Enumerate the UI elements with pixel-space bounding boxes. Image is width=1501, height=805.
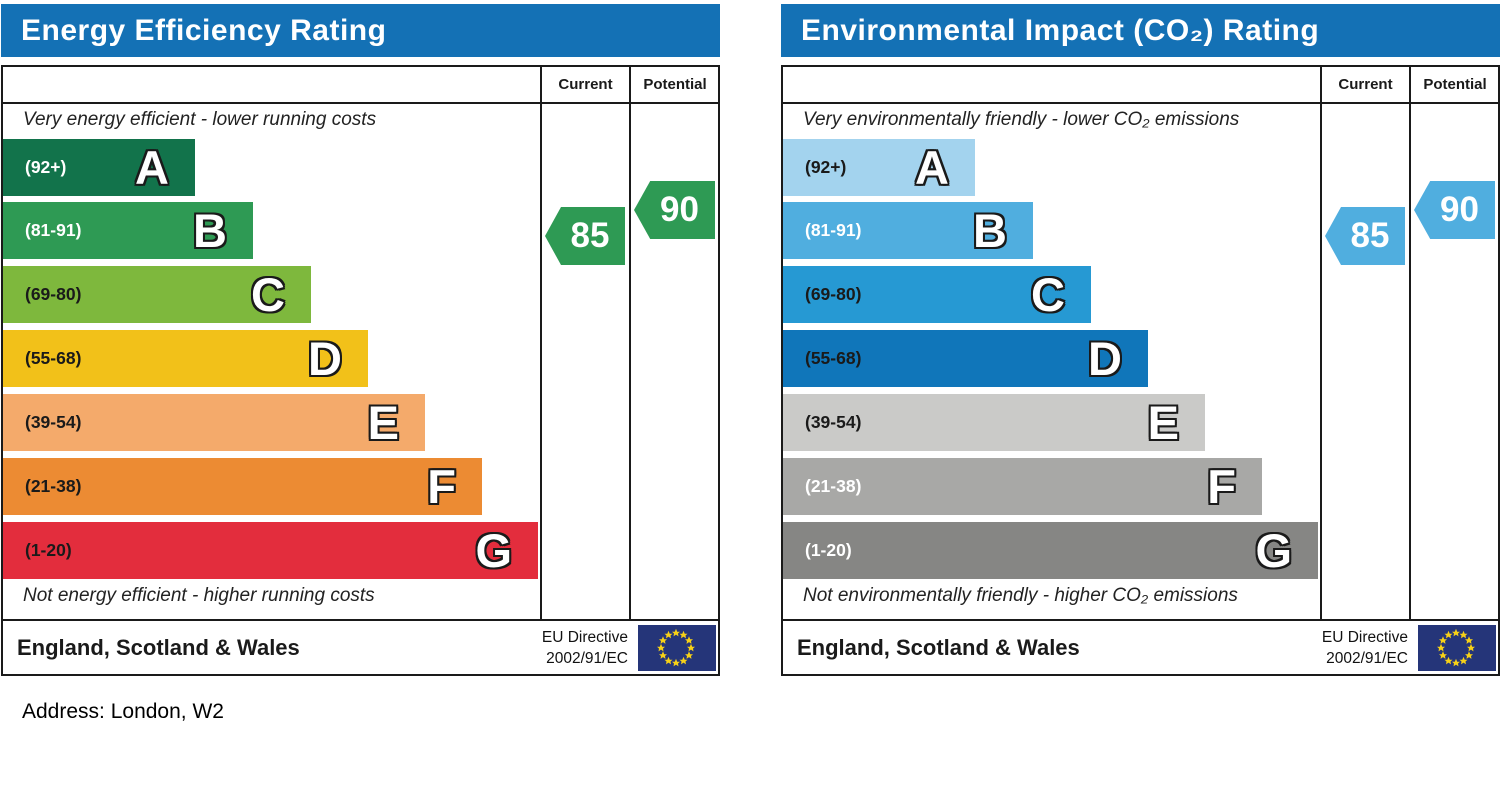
band-b: (81-91) B	[783, 202, 1033, 259]
energy-chart-table: Current Potential Very energy efficient …	[1, 65, 720, 676]
column-divider	[540, 67, 542, 619]
band-range: (39-54)	[805, 412, 862, 432]
band-letter: F	[427, 460, 456, 513]
header-divider	[3, 102, 718, 104]
band-letter: B	[973, 204, 1007, 257]
band-b: (81-91) B	[3, 202, 253, 259]
environmental-chart-table: Current Potential Very environmentally f…	[781, 65, 1500, 676]
footer-divider	[3, 619, 718, 621]
energy-efficiency-chart: Energy Efficiency Rating Current Potenti…	[1, 4, 720, 676]
band-d: (55-68) D	[783, 330, 1148, 387]
band-f: (21-38) F	[783, 458, 1262, 515]
band-e: (39-54) E	[783, 394, 1205, 451]
environmental-impact-chart: Environmental Impact (CO₂) Rating Curren…	[781, 4, 1500, 676]
footer-divider	[783, 619, 1498, 621]
band-c: (69-80) C	[3, 266, 311, 323]
band-range: (21-38)	[805, 476, 862, 496]
band-range: (92+)	[25, 157, 67, 177]
band-range: (55-68)	[805, 348, 862, 368]
header-divider	[783, 102, 1498, 104]
band-a: (92+) A	[3, 139, 195, 196]
band-range: (55-68)	[25, 348, 82, 368]
top-note: Very energy efficient - lower running co…	[23, 109, 377, 130]
band-range: (21-38)	[25, 476, 82, 496]
potential-column-header: Potential	[643, 76, 707, 93]
band-e: (39-54) E	[3, 394, 425, 451]
band-g: (1-20) G	[3, 522, 538, 579]
current-column-header: Current	[558, 76, 613, 93]
eu-directive-line1: EU Directive	[1321, 629, 1408, 646]
potential-column-header: Potential	[1423, 76, 1487, 93]
band-letter: D	[1088, 332, 1122, 385]
band-range: (92+)	[805, 157, 847, 177]
band-range: (39-54)	[25, 412, 82, 432]
current-rating-arrow: 85	[545, 207, 625, 265]
chart-footer: England, Scotland & Wales EU Directive 2…	[3, 621, 718, 674]
eu-directive-label: EU Directive 2002/91/EC	[1322, 628, 1408, 670]
band-letter: E	[367, 396, 399, 449]
chart-footer: England, Scotland & Wales EU Directive 2…	[783, 621, 1498, 674]
band-a: (92+) A	[783, 139, 975, 196]
current-rating-arrow: 85	[1325, 207, 1405, 265]
potential-rating-arrow: 90	[1414, 181, 1495, 239]
band-range: (69-80)	[805, 284, 862, 304]
band-letter: F	[1207, 460, 1236, 513]
environmental-chart-title: Environmental Impact (CO₂) Rating	[781, 4, 1500, 57]
band-range: (81-91)	[805, 220, 862, 240]
bottom-note: Not energy efficient - higher running co…	[23, 585, 375, 606]
band-range: (69-80)	[25, 284, 82, 304]
band-letter: D	[308, 332, 342, 385]
band-letter: A	[135, 141, 169, 194]
eu-flag-icon	[638, 625, 716, 671]
band-letter: B	[193, 204, 227, 257]
band-letter: G	[475, 524, 512, 577]
region-label: England, Scotland & Wales	[17, 635, 300, 660]
band-letter: A	[915, 141, 949, 194]
current-column-header: Current	[1338, 76, 1393, 93]
band-d: (55-68) D	[3, 330, 368, 387]
band-f: (21-38) F	[3, 458, 482, 515]
column-divider	[1409, 67, 1411, 619]
address-text: Address: London, W2	[22, 700, 224, 723]
band-c: (69-80) C	[783, 266, 1091, 323]
band-range: (1-20)	[805, 540, 852, 560]
band-letter: C	[1031, 268, 1065, 321]
bottom-note: Not environmentally friendly - higher CO…	[803, 585, 1238, 606]
region-label: England, Scotland & Wales	[797, 635, 1080, 660]
band-letter: E	[1147, 396, 1179, 449]
band-range: (1-20)	[25, 540, 72, 560]
eu-directive-line2: 2002/91/EC	[1326, 649, 1408, 667]
energy-chart-title: Energy Efficiency Rating	[1, 4, 720, 57]
band-g: (1-20) G	[783, 522, 1318, 579]
band-letter: G	[1255, 524, 1292, 577]
eu-directive-line1: EU Directive	[541, 629, 628, 646]
band-range: (81-91)	[25, 220, 82, 240]
column-divider	[629, 67, 631, 619]
eu-directive-label: EU Directive 2002/91/EC	[542, 628, 628, 670]
band-letter: C	[251, 268, 285, 321]
top-note: Very environmentally friendly - lower CO…	[803, 109, 1240, 130]
potential-rating-arrow: 90	[634, 181, 715, 239]
column-divider	[1320, 67, 1322, 619]
eu-flag-icon	[1418, 625, 1496, 671]
eu-directive-line2: 2002/91/EC	[546, 649, 628, 667]
